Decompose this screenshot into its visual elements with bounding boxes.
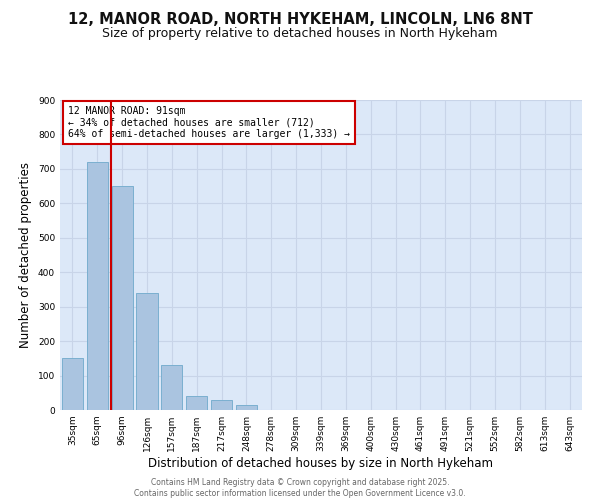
Bar [211,400,232,410]
Bar [161,365,182,410]
Bar [62,358,83,410]
Text: 12, MANOR ROAD, NORTH HYKEHAM, LINCOLN, LN6 8NT: 12, MANOR ROAD, NORTH HYKEHAM, LINCOLN, … [68,12,532,28]
Bar [87,162,108,410]
Bar [112,186,133,410]
Text: Size of property relative to detached houses in North Hykeham: Size of property relative to detached ho… [102,28,498,40]
Text: Contains HM Land Registry data © Crown copyright and database right 2025.
Contai: Contains HM Land Registry data © Crown c… [134,478,466,498]
Y-axis label: Number of detached properties: Number of detached properties [19,162,32,348]
X-axis label: Distribution of detached houses by size in North Hykeham: Distribution of detached houses by size … [149,457,493,470]
Bar [236,405,257,410]
Bar [186,396,207,410]
Text: 12 MANOR ROAD: 91sqm
← 34% of detached houses are smaller (712)
64% of semi-deta: 12 MANOR ROAD: 91sqm ← 34% of detached h… [68,106,350,140]
Bar [136,293,158,410]
